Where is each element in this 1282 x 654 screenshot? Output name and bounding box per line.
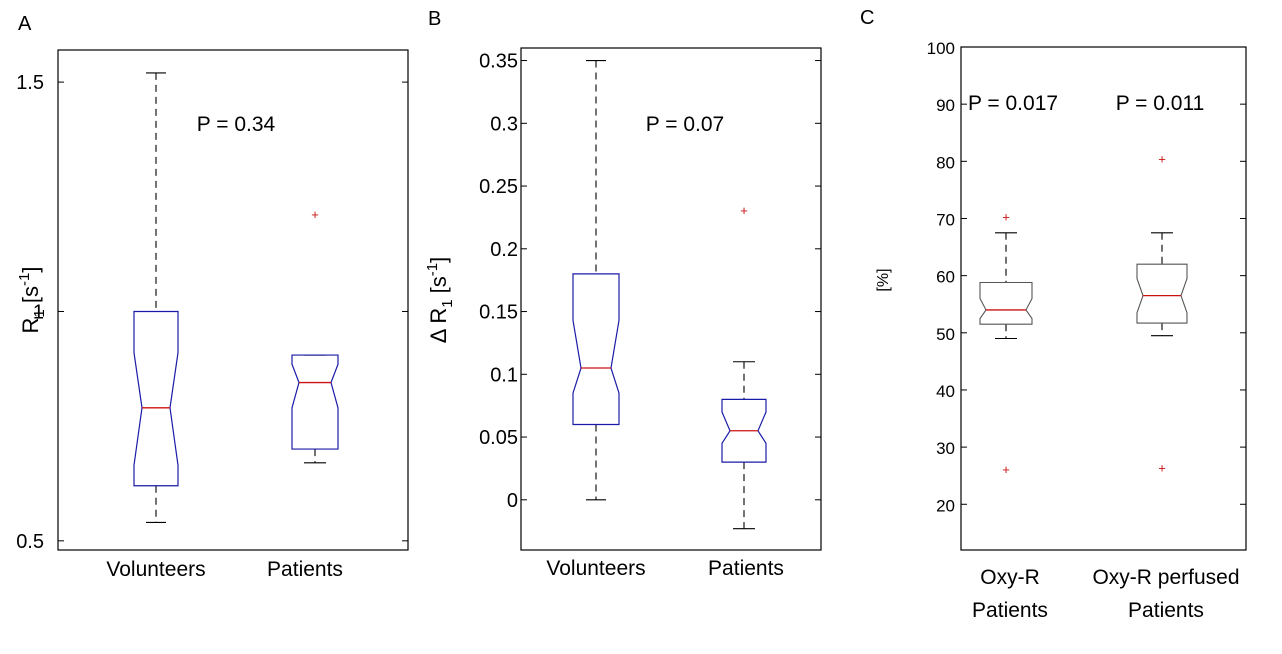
y-tick-label: 0.2: [490, 239, 518, 261]
outlier-marker: +: [1158, 152, 1166, 167]
y-tick-label: 90: [936, 96, 955, 115]
y-axis-label-part: [s: [18, 286, 43, 309]
panel-letter: C: [860, 7, 874, 29]
category-label: Volunteers: [106, 558, 205, 581]
outlier-marker: +: [740, 203, 748, 218]
category-label: Patients: [267, 558, 343, 581]
p-value-annotation: P = 0.011: [1116, 92, 1205, 115]
box-2: +: [291, 207, 339, 464]
box-1: [133, 72, 179, 524]
y-tick-label: 60: [936, 268, 955, 287]
y-axis-label: Δ R1 [s-1]: [424, 257, 456, 344]
y-tick-label: 0.15: [479, 302, 518, 324]
y-axis-label-part: [s: [426, 276, 451, 299]
y-tick-label: 80: [936, 153, 955, 172]
y-tick-label: 0.35: [479, 51, 518, 73]
category-label: Oxy-R perfused: [1092, 566, 1239, 589]
box-2: +: [721, 203, 767, 530]
plot-frame: [960, 46, 1247, 551]
notched-box: [1136, 263, 1188, 324]
y-tick-label: 100: [927, 39, 955, 58]
plot-frame: [520, 47, 822, 551]
y-tick-label: 70: [936, 210, 955, 229]
outlier-marker: +: [1158, 460, 1166, 475]
y-tick-label: 30: [936, 439, 955, 458]
y-axis-label-part: R: [18, 318, 43, 334]
outlier-marker: +: [311, 207, 319, 222]
y-tick-label: 1.5: [16, 72, 44, 94]
notched-box: [133, 310, 179, 487]
y-axis-label-part: ]: [426, 257, 451, 263]
notched-box: [572, 273, 620, 426]
category-label: Oxy-R: [980, 566, 1040, 589]
category-label: Volunteers: [546, 557, 645, 580]
y-axis-label: [%]: [875, 268, 892, 291]
box-2: ++: [1136, 152, 1188, 475]
y-axis-label-part: 1: [31, 309, 48, 317]
panel-letter: A: [18, 13, 32, 35]
y-axis-label-part: ]: [18, 267, 43, 273]
panel-C: C 20 30 40 50 60 70 80 90 100 [%] P = 0.017 P = 0.01…: [860, 7, 1247, 622]
box-1: [572, 59, 620, 501]
y-tick-label: 0.05: [479, 427, 518, 449]
panel-A: A 0.5 1 1.5 R1 [s-1] P = 0.34 Volunteers Patien…: [16, 13, 409, 581]
y-tick-label: 20: [936, 496, 955, 515]
y-tick-label: 0.25: [479, 176, 518, 198]
panel-letter: B: [428, 8, 441, 30]
p-value-annotation: P = 0.017: [968, 92, 1058, 115]
category-label: Patients: [972, 599, 1048, 622]
y-tick-label: 1: [33, 301, 44, 323]
category-label: Patients: [1128, 599, 1204, 622]
y-tick-label: 40: [936, 382, 955, 401]
outlier-marker: +: [1002, 209, 1010, 224]
y-tick-label: 0.5: [16, 531, 44, 553]
p-value-annotation: P = 0.34: [197, 113, 276, 136]
category-label: Patients: [708, 557, 784, 580]
panel-B: B 0 0.05 0.1 0.15 0.2 0.25 0.3 0.35 Δ R1 [s-1] P =…: [424, 8, 822, 580]
plot-frame: [57, 49, 409, 551]
y-tick-label: 50: [936, 325, 955, 344]
y-tick-label: 0.1: [490, 364, 518, 386]
y-axis-label: R1 [s-1]: [16, 267, 48, 334]
notched-box: [291, 354, 339, 450]
y-axis-label-part: 1: [439, 299, 456, 307]
y-tick-label: 0.3: [490, 113, 518, 135]
y-axis-label-part: -1: [16, 273, 33, 286]
box-1: ++: [979, 209, 1033, 477]
y-axis-label-part: -1: [424, 263, 441, 276]
p-value-annotation: P = 0.07: [646, 113, 724, 136]
outlier-marker: +: [1002, 462, 1010, 477]
y-tick-label: 0: [507, 490, 518, 512]
y-axis-label-part: Δ R: [426, 308, 451, 343]
notched-box: [721, 398, 767, 463]
notched-box: [979, 281, 1033, 325]
